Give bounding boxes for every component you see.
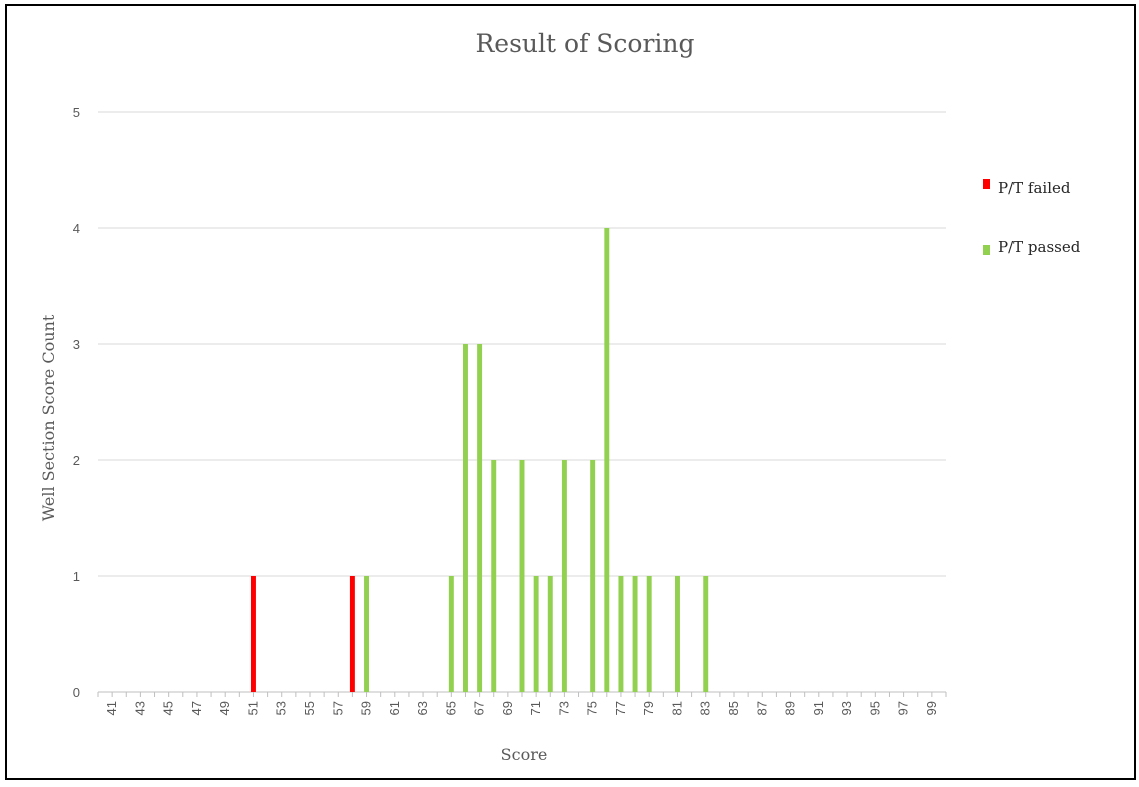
- x-tick-label: 49: [217, 701, 232, 715]
- x-tick-label: 93: [839, 701, 854, 715]
- x-tick-label: 69: [500, 701, 515, 715]
- bar-passed: [533, 576, 539, 692]
- x-tick-label: 83: [698, 701, 713, 715]
- x-axis-title: Score: [501, 745, 548, 764]
- y-tick-label: 1: [73, 569, 80, 584]
- x-tick-label: 45: [161, 701, 176, 715]
- bar-passed: [590, 460, 596, 692]
- chart-frame: [5, 4, 1136, 780]
- x-tick-label: 75: [585, 701, 600, 715]
- x-tick-label: 57: [330, 701, 345, 715]
- x-tick-label: 51: [245, 701, 260, 715]
- x-tick-label: 73: [556, 701, 571, 715]
- legend-swatch-failed: [983, 179, 990, 189]
- x-tick-label: 71: [528, 701, 543, 715]
- bar-passed: [547, 576, 553, 692]
- x-tick-label: 79: [641, 701, 656, 715]
- y-axis-title: Well Section Score Count: [39, 314, 58, 521]
- y-tick-label: 3: [73, 337, 80, 352]
- x-tick-label: 91: [811, 701, 826, 715]
- x-tick-label: 59: [359, 701, 374, 715]
- x-tick-label: 99: [924, 701, 939, 715]
- bar-passed: [462, 344, 468, 692]
- bar-passed: [561, 460, 567, 692]
- x-tick-label: 63: [415, 701, 430, 715]
- x-tick-label: 65: [443, 701, 458, 715]
- bar-passed: [448, 576, 454, 692]
- bar-passed: [618, 576, 624, 692]
- x-tick-label: 41: [104, 701, 119, 715]
- bar-passed: [646, 576, 652, 692]
- legend-label-failed: P/T failed: [998, 179, 1071, 197]
- x-tick-label: 77: [613, 701, 628, 715]
- x-tick-label: 47: [189, 701, 204, 715]
- y-tick-label: 5: [73, 105, 80, 120]
- bar-passed: [364, 576, 370, 692]
- chart-title: Result of Scoring: [475, 29, 694, 58]
- x-tick-label: 81: [669, 701, 684, 715]
- y-tick-label: 4: [73, 221, 80, 236]
- x-tick-label: 55: [302, 701, 317, 715]
- bar-failed: [349, 576, 355, 692]
- bar-passed: [519, 460, 525, 692]
- legend: P/T failed P/T passed: [983, 179, 1081, 256]
- y-tick-label: 2: [73, 453, 80, 468]
- legend-swatch-passed: [983, 245, 990, 255]
- x-tick-label: 53: [274, 701, 289, 715]
- bar-passed: [632, 576, 638, 692]
- bar-passed: [491, 460, 497, 692]
- x-tick-label: 87: [754, 701, 769, 715]
- bar-passed: [477, 344, 483, 692]
- legend-label-passed: P/T passed: [998, 238, 1081, 256]
- bar-passed: [674, 576, 680, 692]
- bar-passed: [703, 576, 709, 692]
- y-tick-label: 0: [73, 685, 80, 700]
- bar-passed: [604, 228, 610, 692]
- x-tick-label: 43: [132, 701, 147, 715]
- bar-failed: [250, 576, 256, 692]
- x-tick-label: 67: [472, 701, 487, 715]
- x-tick-label: 89: [783, 701, 798, 715]
- x-tick-label: 85: [726, 701, 741, 715]
- bars: [250, 228, 709, 692]
- x-tick-label: 97: [896, 701, 911, 715]
- x-tick-label: 61: [387, 701, 402, 715]
- x-tick-label: 95: [867, 701, 882, 715]
